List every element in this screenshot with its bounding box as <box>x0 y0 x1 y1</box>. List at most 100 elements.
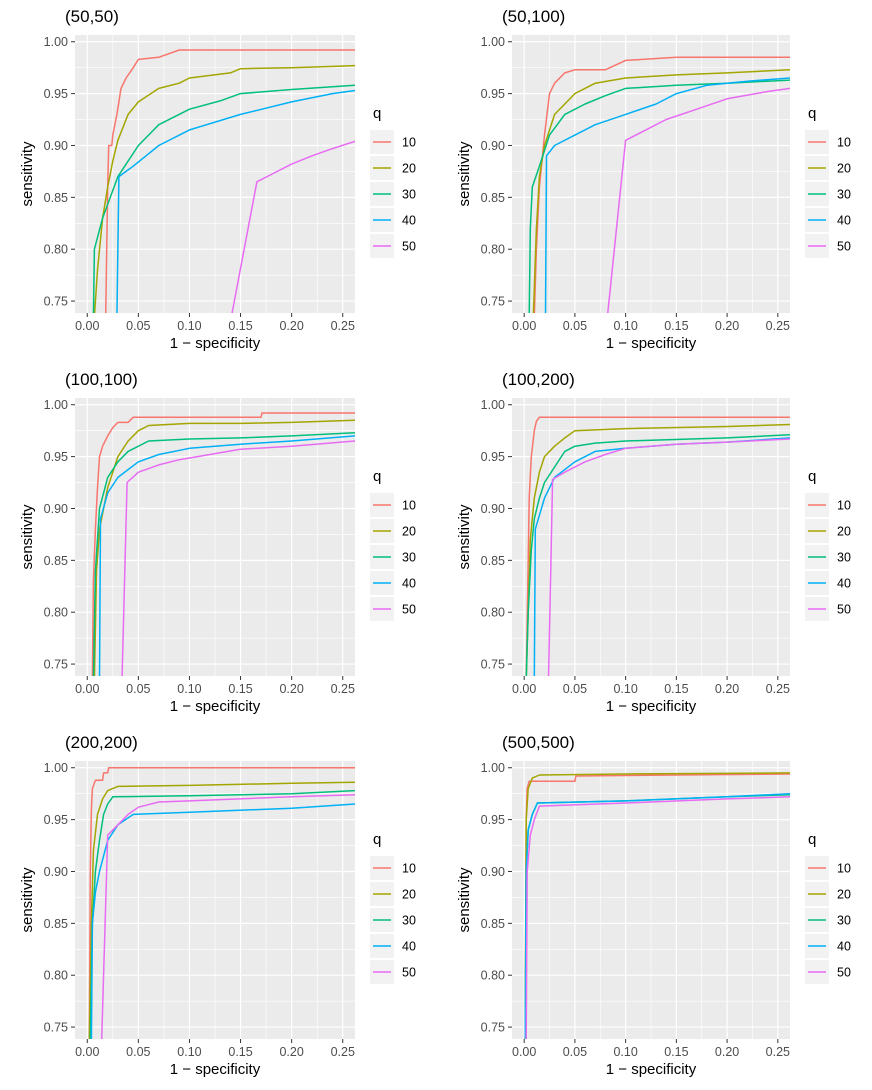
x-tick-label: 0.15 <box>664 1045 688 1059</box>
y-tick-label: 1.00 <box>44 398 68 412</box>
x-tick-label: 0.05 <box>126 319 150 333</box>
x-axis-label: 1 − specificity <box>170 698 261 715</box>
roc-curve-q10 <box>105 49 355 313</box>
roc-curve-q30 <box>525 434 790 676</box>
roc-panel: (500,500) 0.00 0.05 0.10 0.15 0.20 0.25 0.75 0.8… <box>456 733 851 1078</box>
x-tick-label: 0.15 <box>228 1045 252 1059</box>
roc-curve-q40 <box>116 89 355 313</box>
y-tick-label: 0.90 <box>481 139 505 153</box>
x-tick-label: 0.15 <box>228 319 252 333</box>
y-tick-label: 0.90 <box>44 865 68 879</box>
x-tick-label: 0.10 <box>177 319 201 333</box>
y-tick-label: 0.95 <box>481 450 505 464</box>
x-tick-label: 0.00 <box>75 682 99 696</box>
y-tick-label: 0.95 <box>481 813 505 827</box>
y-tick-label: 1.00 <box>44 35 68 49</box>
roc-panel: (200,200) 0.00 0.05 0.10 0.15 0.20 0.25 0.75 0.8… <box>19 733 416 1078</box>
legend-title: q <box>808 105 816 122</box>
legend-label: 10 <box>837 862 851 876</box>
roc-curve-q40 <box>544 77 790 313</box>
panel-title: (100,100) <box>65 370 138 389</box>
roc-curve-q50 <box>121 440 355 676</box>
series-group <box>91 412 355 676</box>
y-tick-label: 0.80 <box>481 243 505 257</box>
y-tick-label: 0.90 <box>44 502 68 516</box>
y-tick-label: 0.90 <box>44 139 68 153</box>
roc-curve-q20 <box>524 772 790 1039</box>
series-group <box>528 56 790 313</box>
x-tick-label: 0.10 <box>613 319 637 333</box>
x-axis-label: 1 − specificity <box>606 698 697 715</box>
x-tick-label: 0.15 <box>664 319 688 333</box>
y-axis-label: sensitivity <box>456 504 473 570</box>
x-tick-label: 0.10 <box>613 1045 637 1059</box>
legend-label: 30 <box>402 914 416 928</box>
x-tick-label: 0.25 <box>331 319 355 333</box>
x-tick-label: 0.20 <box>715 319 739 333</box>
y-tick-label: 0.85 <box>44 191 68 205</box>
series-group <box>88 766 355 1039</box>
x-tick-label: 0.20 <box>279 682 303 696</box>
legend-label: 40 <box>837 577 851 591</box>
roc-curve-q40 <box>524 792 790 1039</box>
y-tick-label: 0.75 <box>44 1021 68 1035</box>
roc-curve-q50 <box>100 793 355 1039</box>
y-tick-label: 0.85 <box>481 191 505 205</box>
x-tick-label: 0.00 <box>512 1045 536 1059</box>
y-tick-label: 0.80 <box>481 969 505 983</box>
legend-label: 10 <box>402 499 416 513</box>
roc-curve-q10 <box>91 412 355 676</box>
legend-label: 10 <box>402 862 416 876</box>
y-tick-label: 1.00 <box>481 761 505 775</box>
legend-label: 20 <box>837 888 851 902</box>
y-tick-label: 0.75 <box>481 295 505 309</box>
legend-label: 30 <box>402 551 416 565</box>
roc-curve-q50 <box>547 438 790 676</box>
legend-label: 40 <box>837 214 851 228</box>
y-tick-label: 0.85 <box>44 917 68 931</box>
panel-title: (50,50) <box>65 7 119 26</box>
legend-label: 30 <box>837 551 851 565</box>
roc-curve-q20 <box>525 423 790 676</box>
roc-curve-q10 <box>525 416 790 676</box>
y-tick-label: 1.00 <box>44 761 68 775</box>
legend-label: 40 <box>402 940 416 954</box>
roc-curve-q20 <box>532 69 790 313</box>
x-tick-label: 0.25 <box>766 319 790 333</box>
y-axis-label: sensitivity <box>456 867 473 933</box>
y-tick-label: 0.75 <box>481 1021 505 1035</box>
x-tick-label: 0.20 <box>715 1045 739 1059</box>
x-axis-label: 1 − specificity <box>170 335 261 352</box>
roc-curve-q50 <box>525 796 790 1039</box>
roc-curve-q20 <box>88 781 355 1039</box>
legend-label: 40 <box>837 940 851 954</box>
x-tick-label: 0.00 <box>512 319 536 333</box>
x-tick-label: 0.05 <box>563 1045 587 1059</box>
panel-title: (50,100) <box>502 7 565 26</box>
x-axis-label: 1 − specificity <box>170 1061 261 1078</box>
legend-label: 30 <box>837 914 851 928</box>
legend-label: 50 <box>837 240 851 254</box>
series-group <box>524 772 790 1039</box>
x-tick-label: 0.15 <box>664 682 688 696</box>
roc-panel: (50,50) 0.00 0.05 0.10 0.15 0.20 0.25 0.75 0.80 0… <box>19 7 416 352</box>
roc-curve-q50 <box>607 87 790 313</box>
x-tick-label: 0.00 <box>75 1045 99 1059</box>
roc-curve-q20 <box>93 419 355 676</box>
y-axis-label: sensitivity <box>19 141 36 207</box>
roc-panel: (100,100) 0.00 0.05 0.10 0.15 0.20 0.25 0.75 0.8… <box>19 370 416 715</box>
y-tick-label: 0.90 <box>481 502 505 516</box>
x-tick-label: 0.25 <box>331 682 355 696</box>
x-tick-label: 0.15 <box>228 682 252 696</box>
x-axis-label: 1 − specificity <box>606 335 697 352</box>
y-tick-label: 0.80 <box>44 243 68 257</box>
legend-title: q <box>373 105 381 122</box>
x-tick-label: 0.10 <box>177 1045 201 1059</box>
legend-label: 20 <box>402 525 416 539</box>
y-tick-label: 0.85 <box>481 554 505 568</box>
y-tick-label: 0.75 <box>481 658 505 672</box>
x-tick-label: 0.05 <box>126 1045 150 1059</box>
roc-panel: (50,100) 0.00 0.05 0.10 0.15 0.20 0.25 0.75 0.80… <box>456 7 851 352</box>
x-tick-label: 0.20 <box>279 1045 303 1059</box>
x-tick-label: 0.05 <box>563 682 587 696</box>
